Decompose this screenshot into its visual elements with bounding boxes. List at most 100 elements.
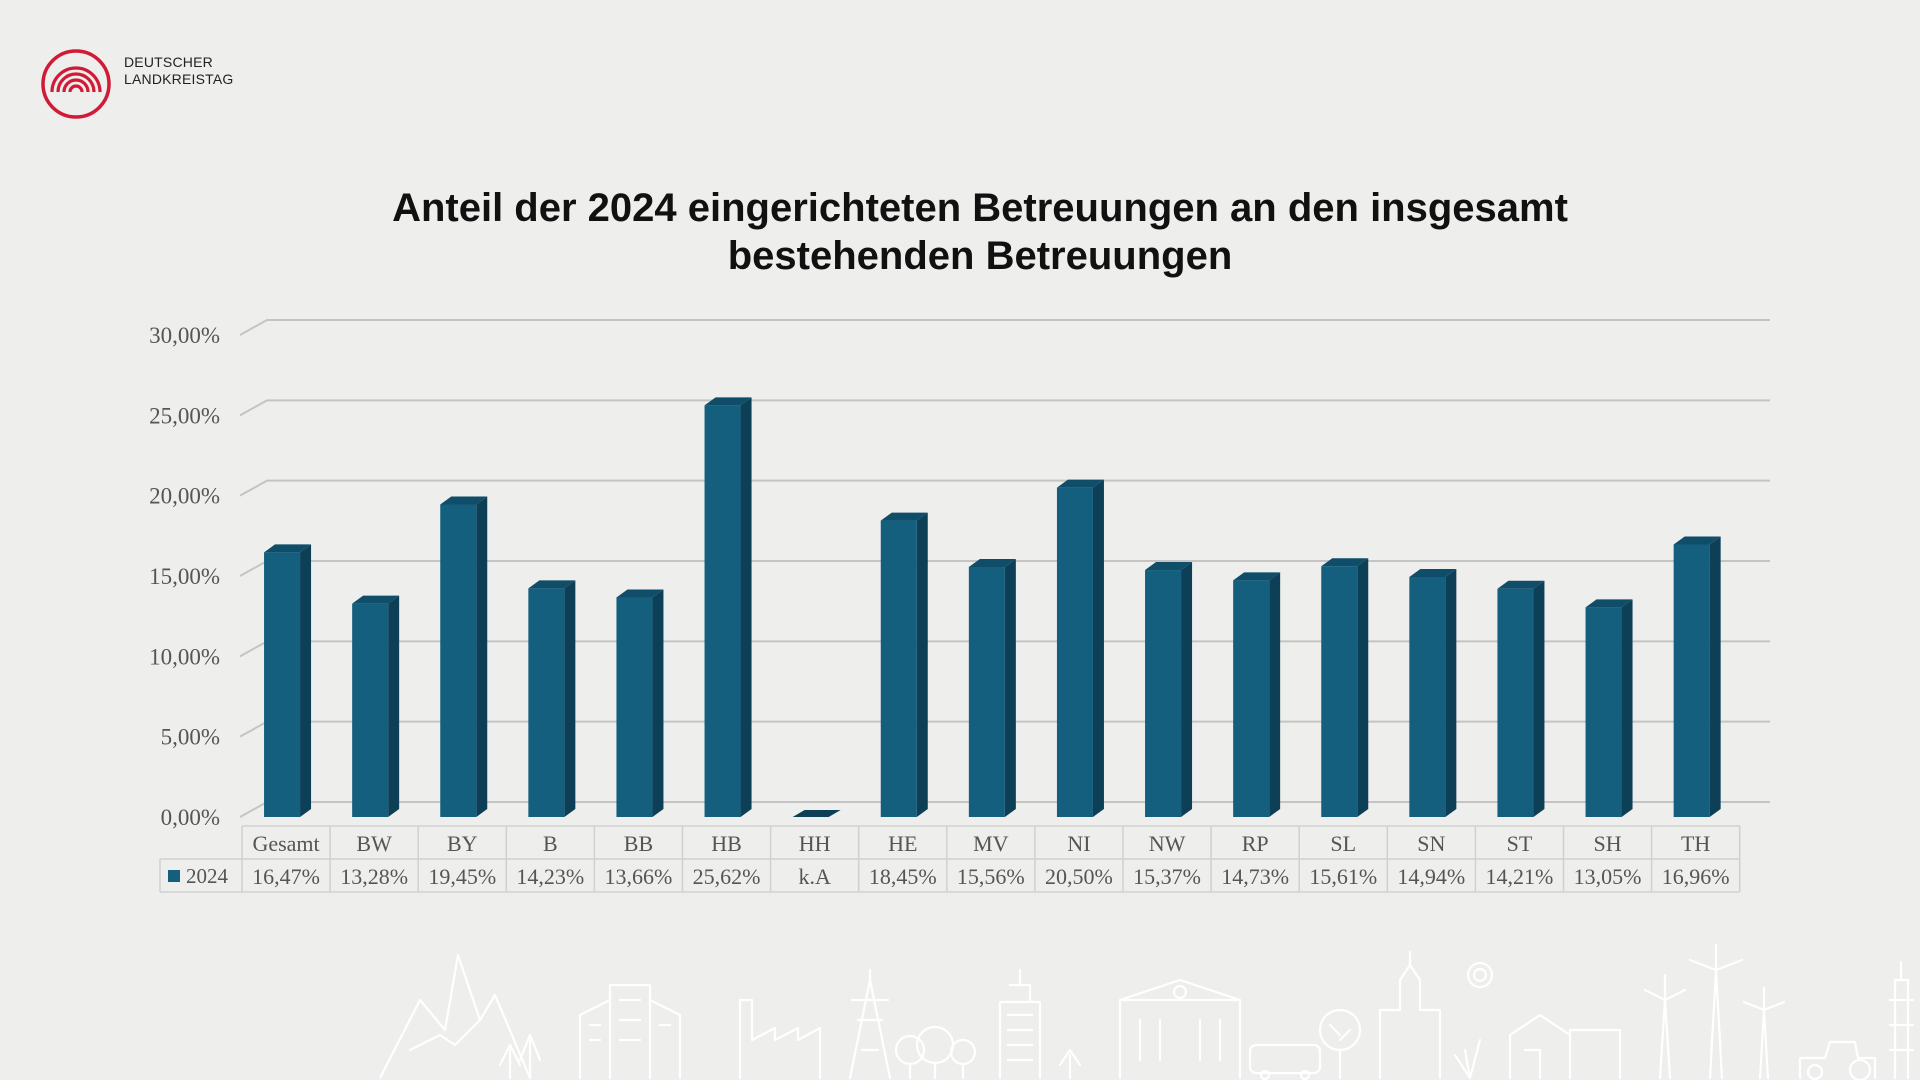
bar-top (704, 397, 752, 406)
bar-side (740, 397, 752, 817)
bar-top (1145, 562, 1193, 571)
data-label: k.A (798, 864, 831, 889)
x-tick-label: Gesamt (252, 831, 319, 856)
bar-front (1497, 588, 1534, 817)
legend-series-name: 2024 (186, 864, 229, 888)
x-tick-label: HH (799, 831, 831, 856)
bars (264, 397, 1721, 817)
logo-line-2: LANDKREISTAG (124, 71, 234, 87)
data-label: 25,62% (693, 864, 761, 889)
bar-front (880, 520, 917, 817)
x-tick-label: B (543, 831, 558, 856)
gridline (239, 399, 1770, 417)
logo-wordmark: DEUTSCHER LANDKREISTAG (124, 54, 234, 88)
bar-front (1233, 580, 1270, 817)
bar-top (1056, 479, 1104, 488)
bar-top (1673, 536, 1721, 545)
data-label: 14,23% (516, 864, 584, 889)
landkreistag-logo (41, 49, 111, 119)
bar-front (1321, 566, 1358, 817)
bar-front (1585, 607, 1622, 817)
data-label: 20,50% (1045, 864, 1113, 889)
x-tick-label: RP (1242, 831, 1269, 856)
bar-hb (704, 397, 752, 817)
skyline-illustration (380, 943, 1915, 1080)
x-tick-label: MV (973, 831, 1009, 856)
bar-side (300, 544, 312, 817)
bar-front (1409, 576, 1446, 817)
bar-side (916, 512, 928, 817)
y-tick-label: 30,00% (149, 323, 220, 348)
bar-front (528, 588, 565, 817)
bar-front (264, 552, 301, 817)
bar-side (476, 496, 488, 817)
bar-side (1357, 558, 1369, 817)
data-label: 14,73% (1221, 864, 1289, 889)
bar-side (652, 589, 664, 817)
bar-side (1269, 572, 1281, 817)
data-label: 15,61% (1309, 864, 1377, 889)
bar-top (968, 559, 1016, 568)
x-tick-label: SL (1330, 831, 1356, 856)
data-label: 18,45% (869, 864, 937, 889)
data-label: 16,47% (252, 864, 320, 889)
bar-side (564, 580, 576, 817)
bar-hh (792, 810, 841, 817)
bar-bw (352, 595, 400, 817)
y-axis-ticks: 0,00% 5,00% 10,00% 15,00% 20,00% 25,00% 30,00% (149, 323, 220, 830)
x-tick-label: SN (1417, 831, 1445, 856)
x-tick-label: ST (1507, 831, 1533, 856)
data-label: 15,37% (1133, 864, 1201, 889)
bar-by (440, 496, 488, 817)
bar-ni (1056, 479, 1104, 817)
chart-title-line-2: bestehenden Betreuungen (727, 234, 1233, 278)
y-tick-label: 0,00% (161, 805, 220, 830)
bar-rp (1233, 572, 1281, 817)
bar-side (1621, 599, 1633, 817)
bar-he (880, 512, 928, 817)
x-tick-label: NI (1067, 831, 1090, 856)
data-label: 19,45% (428, 864, 496, 889)
data-label: 14,21% (1486, 864, 1554, 889)
bar-top (264, 544, 312, 553)
x-tick-label: HE (888, 831, 917, 856)
bar-side (1533, 580, 1545, 817)
bar-side (1445, 568, 1457, 817)
bar-gesamt (264, 544, 312, 817)
bar-top (1409, 568, 1457, 577)
x-tick-label: TH (1681, 831, 1710, 856)
x-tick-label: BY (447, 831, 478, 856)
x-tick-label: HB (711, 831, 742, 856)
bar-sh (1585, 599, 1633, 817)
x-tick-label: NW (1149, 831, 1186, 856)
bar-side (388, 595, 400, 817)
y-tick-label: 5,00% (161, 725, 220, 750)
bar-top (1233, 572, 1281, 581)
y-tick-label: 25,00% (149, 403, 220, 428)
bar-top (352, 595, 400, 604)
chart-title: Anteil der 2024 eingerichteten Betreuung… (160, 184, 1800, 280)
bar-front (1673, 544, 1710, 817)
bar-top (528, 580, 576, 589)
bar-top (1321, 558, 1369, 567)
bar-front (616, 597, 653, 817)
data-label: 13,05% (1574, 864, 1642, 889)
chart-title-line-1: Anteil der 2024 eingerichteten Betreuung… (392, 186, 1568, 230)
gridline (239, 319, 1770, 336)
bar-front (440, 504, 477, 817)
data-label: 13,28% (340, 864, 408, 889)
x-tick-label: BW (356, 831, 392, 856)
bar-th (1673, 536, 1721, 817)
data-label: 13,66% (605, 864, 673, 889)
bar-sn (1409, 568, 1457, 817)
bar-front (968, 567, 1005, 817)
y-tick-label: 15,00% (149, 564, 220, 589)
bar-side (1092, 479, 1104, 817)
bar-bb (616, 589, 664, 817)
bar-front (1056, 487, 1093, 817)
bar-empty-marker (792, 810, 841, 817)
y-tick-label: 20,00% (149, 484, 220, 509)
bar-top (1585, 599, 1633, 608)
data-label: 15,56% (957, 864, 1025, 889)
